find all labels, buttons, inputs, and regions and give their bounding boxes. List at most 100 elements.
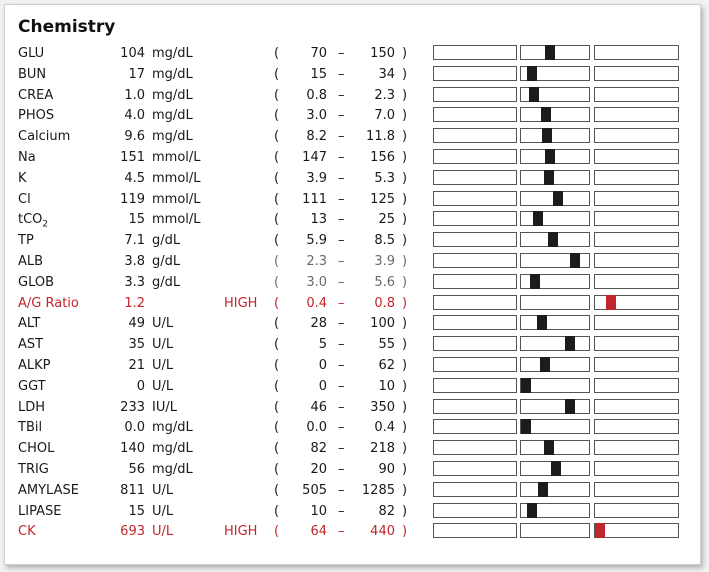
analyte-name: CK (18, 524, 36, 540)
range-high: 10 (378, 378, 395, 394)
result-row: CK 693 U/L HIGH (64– 440) (5, 521, 700, 542)
low-zone-box (433, 523, 517, 539)
analyte-name: Calcium (18, 129, 71, 145)
high-zone-box (594, 86, 679, 102)
range-close-paren: ) (402, 462, 408, 477)
result-marker (530, 273, 541, 289)
normal-zone-box (520, 169, 590, 185)
result-row: GLOB 3.3 g/dL (3.0– 5.6) (5, 272, 700, 293)
low-zone-box (433, 377, 517, 393)
range-dash: – (338, 503, 345, 519)
analyte-name: TP (18, 233, 34, 249)
high-zone-box (594, 336, 679, 352)
range-close-paren: ) (402, 87, 408, 103)
analyte-name: GLOB (18, 274, 55, 290)
range-open-paren: ( (274, 46, 280, 61)
analyte-name: A/G Ratio (18, 295, 79, 311)
low-zone-box (433, 107, 517, 123)
result-marker (544, 169, 555, 185)
result-row: TBil 0.0 mg/dL(0.0–0.4) (5, 417, 700, 438)
range-high: 156 (370, 150, 395, 165)
range-dash: – (338, 233, 345, 249)
low-zone-box (433, 65, 517, 81)
range-low: 0.0 (306, 420, 327, 436)
range-dash: – (338, 378, 345, 394)
high-zone-box (594, 232, 679, 248)
normal-zone-box (520, 398, 590, 414)
range-open-paren: ( (274, 316, 280, 332)
result-row: Na 151 mmol/L (147– 156) (5, 147, 700, 168)
range-high: 5.6 (374, 274, 395, 290)
range-low: 2.3 (306, 254, 327, 269)
high-zone-box (594, 502, 679, 518)
range-low: 5 (318, 337, 327, 353)
result-row: CHOL 140 mg/dL (82– 218) (5, 438, 700, 459)
range-low: 28 (310, 316, 327, 332)
range-dash: – (338, 337, 345, 353)
analyte-name: TRIG (18, 462, 49, 477)
high-zone-box (594, 315, 679, 331)
range-open-paren: ( (274, 358, 280, 373)
range-dash: – (338, 441, 345, 457)
range-high: 0.4 (374, 420, 395, 436)
high-zone-box (594, 107, 679, 123)
range-low: 8.2 (306, 129, 327, 145)
normal-zone-box (520, 128, 590, 144)
normal-zone-box (520, 481, 590, 497)
range-open-paren: ( (274, 524, 280, 540)
result-flag: HIGH (224, 295, 258, 311)
range-low: 0 (318, 378, 327, 394)
result-unit: mmol/L (152, 170, 201, 186)
range-open-paren: ( (274, 274, 280, 290)
range-low: 3.0 (306, 274, 327, 290)
range-close-paren: ) (402, 150, 408, 165)
high-zone-box (594, 211, 679, 227)
normal-zone-box (520, 211, 590, 227)
high-zone-box (594, 190, 679, 206)
result-row: TRIG 56 mg/dL (20– 90) (5, 459, 700, 480)
range-close-paren: ) (402, 254, 408, 269)
result-value: 56 (128, 462, 145, 477)
range-dash: – (338, 462, 345, 477)
chemistry-report: Chemistry GLU 104 mg/dL(70–150) BUN 17 mg/dL(… (4, 4, 701, 565)
range-dash: – (338, 482, 345, 498)
result-value: 7.1 (124, 233, 145, 249)
range-low: 147 (302, 150, 327, 165)
range-high: 82 (378, 503, 395, 519)
range-close-paren: ) (402, 66, 408, 82)
result-value: 15 (128, 503, 145, 519)
result-unit: U/L (152, 524, 174, 540)
normal-zone-box (520, 336, 590, 352)
result-marker (528, 86, 539, 102)
result-row: ALB 3.8 g/dL (2.3– 3.9) (5, 251, 700, 272)
high-zone-box (594, 65, 679, 81)
low-zone-box (433, 149, 517, 164)
result-unit: mmol/L (152, 212, 201, 228)
high-zone-box (594, 481, 679, 497)
range-low: 13 (310, 212, 327, 228)
range-low: 3.0 (306, 108, 327, 124)
result-row: Cl 119 mmol/L (111– 125) (5, 189, 700, 210)
result-row: ALKP 21 U/L (0– 62) (5, 355, 700, 376)
range-open-paren: ( (274, 482, 280, 498)
high-zone-box (594, 253, 679, 268)
range-open-paren: ( (274, 441, 280, 457)
range-close-paren: ) (402, 191, 408, 207)
result-value: 35 (128, 337, 145, 353)
result-value: 1.0 (124, 87, 145, 103)
result-marker (536, 315, 547, 331)
result-value: 3.8 (124, 254, 145, 269)
result-unit: mg/dL (152, 129, 193, 145)
result-marker (547, 232, 558, 248)
range-open-paren: ( (274, 150, 280, 165)
result-unit: U/L (152, 358, 174, 373)
result-value: 15 (128, 212, 145, 228)
high-zone-box (594, 440, 679, 456)
range-dash: – (338, 150, 345, 165)
range-high: 218 (370, 441, 395, 457)
range-open-paren: ( (274, 87, 280, 103)
high-zone-box (594, 419, 679, 435)
result-row: BUN 17 mg/dL (15– 34) (5, 64, 700, 85)
range-high: 90 (378, 462, 395, 477)
analyte-name: ALT (18, 316, 41, 332)
